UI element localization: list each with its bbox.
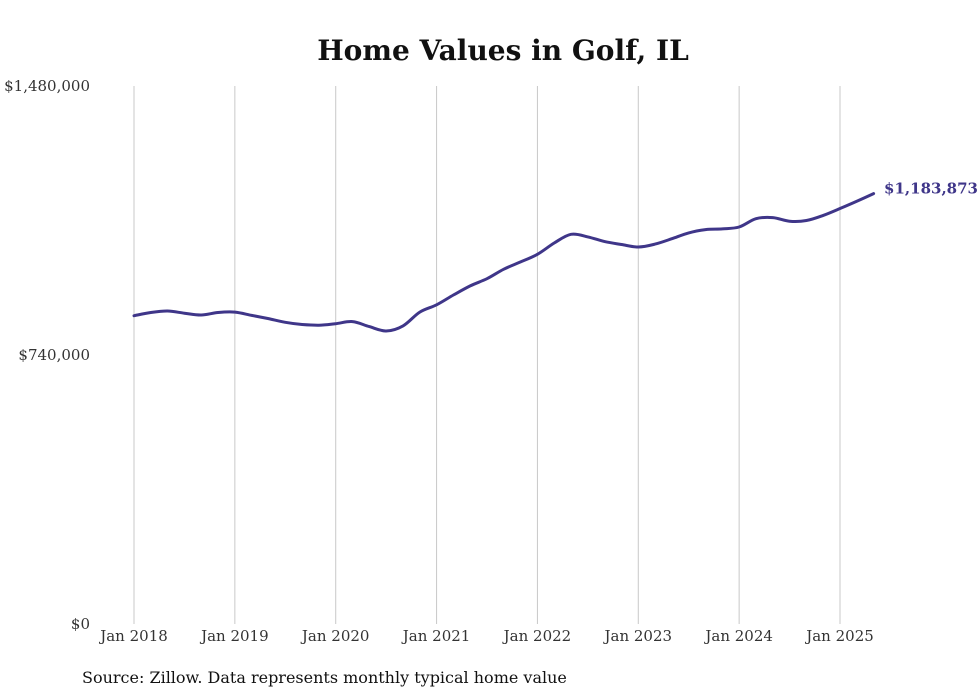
x-tick-label: Jan 2025 — [804, 627, 874, 645]
gridlines — [133, 86, 841, 624]
x-tick-label: Jan 2023 — [603, 627, 673, 645]
y-tick-label: $740,000 — [18, 346, 90, 364]
series-line-home-value — [132, 192, 876, 333]
x-axis-ticks: Jan 2018 Jan 2019 Jan 2020 Jan 2021 Jan 2022… — [98, 627, 874, 645]
x-tick-label: Jan 2022 — [502, 627, 572, 645]
x-tick-label: Jan 2018 — [98, 627, 168, 645]
x-tick-label: Jan 2021 — [401, 627, 471, 645]
source-note: Source: Zillow. Data represents monthly … — [82, 668, 567, 687]
y-tick-label: $1,480,000 — [4, 77, 90, 95]
y-axis-ticks: $0 $740,000 $1,480,000 — [4, 77, 90, 633]
chart-title: Home Values in Golf, IL — [317, 34, 689, 67]
last-value-label: $1,183,873 — [884, 180, 978, 198]
x-tick-label: Jan 2020 — [300, 627, 370, 645]
x-tick-label: Jan 2019 — [199, 627, 269, 645]
y-tick-label: $0 — [71, 615, 90, 633]
x-tick-label: Jan 2024 — [703, 627, 773, 645]
